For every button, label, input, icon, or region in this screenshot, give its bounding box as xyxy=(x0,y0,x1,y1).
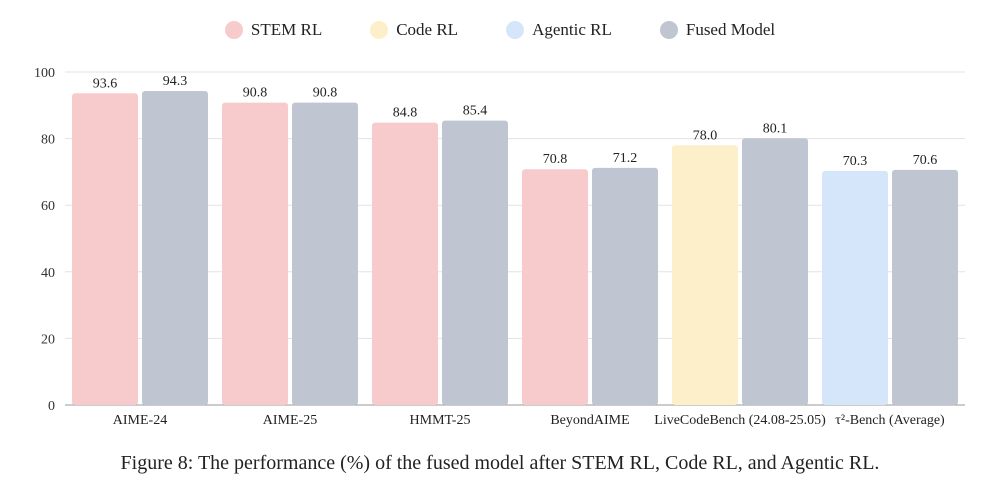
data-labels: 93.6 94.3 90.8 90.8 84.8 85.4 70.8 71.2 78.0 80.1… xyxy=(93,74,938,169)
bar-value-label: 71.2 xyxy=(613,151,638,166)
legend-item: Fused Model xyxy=(659,20,776,40)
chart-legend: STEM RL Code RL Agentic RL Fused Model xyxy=(0,14,1000,46)
bar-value-label: 94.3 xyxy=(163,74,188,89)
y-tick-label: 80 xyxy=(41,133,55,148)
bar xyxy=(672,145,738,405)
bar xyxy=(222,102,288,406)
y-axis: 0 20 40 60 80 100 xyxy=(34,66,55,414)
x-tick-label: LiveCodeBench (24.08-25.05) xyxy=(654,413,826,428)
legend-label: Code RL xyxy=(396,20,459,39)
x-tick-label: AIME-24 xyxy=(113,413,167,428)
bar xyxy=(822,170,888,405)
bar xyxy=(522,169,588,405)
bar-value-label: 70.8 xyxy=(543,152,568,167)
bar xyxy=(442,120,508,406)
legend-item: Code RL xyxy=(370,20,458,40)
y-tick-label: 60 xyxy=(41,199,55,214)
bar xyxy=(592,167,658,405)
bar-value-label: 84.8 xyxy=(393,106,418,121)
y-tick-label: 20 xyxy=(41,332,55,347)
legend-label: STEM RL xyxy=(250,20,323,39)
bar-value-label: 93.6 xyxy=(93,76,118,91)
bar-value-label: 90.8 xyxy=(243,86,268,101)
legend-label: Fused Model xyxy=(685,20,776,39)
legend-swatch xyxy=(370,21,389,39)
bar xyxy=(142,90,208,405)
figure-caption: Figure 8: The performance (%) of the fus… xyxy=(120,452,880,474)
x-tick-label: AIME-25 xyxy=(263,413,317,428)
bar-value-label: 78.0 xyxy=(693,128,718,143)
x-tick-label: τ²-Bench (Average) xyxy=(835,413,945,428)
bar xyxy=(372,122,438,405)
bar-value-label: 85.4 xyxy=(463,104,488,119)
bar xyxy=(72,93,138,405)
bar-chart: 0 20 40 60 80 100 93.6 94.3 90.8 90.8 84.8 85.4 70.… xyxy=(34,66,965,428)
x-axis: AIME-24 AIME-25 HMMT-25 BeyondAIME LiveCodeB… xyxy=(113,413,945,428)
legend-swatch xyxy=(659,21,678,39)
bar xyxy=(742,138,808,405)
y-tick-label: 100 xyxy=(34,66,55,81)
y-tick-label: 40 xyxy=(41,266,55,281)
bar-value-label: 80.1 xyxy=(763,121,788,136)
legend-swatch xyxy=(506,21,525,39)
bar xyxy=(892,169,958,405)
bars xyxy=(72,90,958,406)
legend-label: Agentic RL xyxy=(532,20,612,39)
x-tick-label: BeyondAIME xyxy=(550,413,629,428)
legend-item: STEM RL xyxy=(224,20,323,40)
bar xyxy=(292,102,358,406)
legend-swatch xyxy=(224,21,243,39)
legend-item: Agentic RL xyxy=(506,20,612,40)
grid-lines xyxy=(65,71,965,406)
bar-value-label: 70.3 xyxy=(843,154,868,169)
y-tick-label: 0 xyxy=(48,399,55,414)
x-tick-label: HMMT-25 xyxy=(410,413,471,428)
bar-value-label: 70.6 xyxy=(913,153,938,168)
bar-value-label: 90.8 xyxy=(313,86,338,101)
